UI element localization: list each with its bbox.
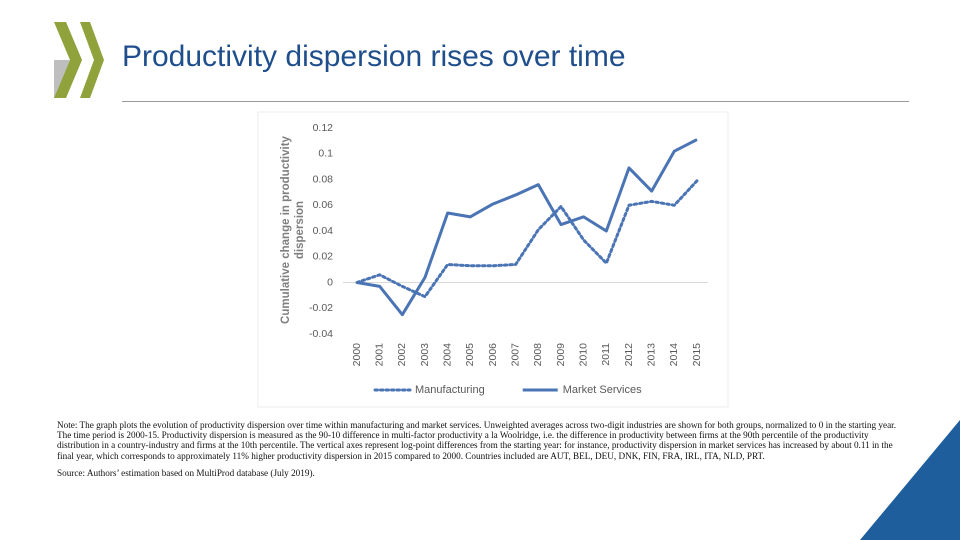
x-tick-label: 2014 xyxy=(668,343,680,367)
x-tick-label: 2010 xyxy=(577,343,589,367)
x-tick-label: 2004 xyxy=(441,343,453,367)
y-tick-label: 0.02 xyxy=(313,251,334,263)
legend-label: Market Services xyxy=(563,384,642,396)
logo-chevron xyxy=(54,22,82,98)
x-tick-label: 2009 xyxy=(555,343,567,367)
corner-triangle xyxy=(860,420,960,540)
y-tick-label: 0.04 xyxy=(313,225,334,237)
x-tick-label: 2011 xyxy=(600,343,612,366)
x-tick-label: 2005 xyxy=(464,343,476,367)
y-tick-label: 0 xyxy=(327,276,333,288)
x-tick-label: 2013 xyxy=(645,343,657,367)
source: Source: Authors’ estimation based on Mul… xyxy=(57,467,315,478)
x-tick-label: 2012 xyxy=(623,343,635,367)
slide-title: Productivity dispersion rises over time xyxy=(122,40,626,73)
line-series xyxy=(355,179,699,299)
x-tick-label: 2006 xyxy=(487,343,499,367)
x-tick-label: 2008 xyxy=(532,343,544,367)
chart-area xyxy=(257,111,729,408)
y-axis-label: dispersion xyxy=(294,201,306,259)
x-tick-label: 2000 xyxy=(351,343,363,367)
y-tick-label: 0.12 xyxy=(313,122,334,134)
x-tick-label: 2002 xyxy=(396,343,408,367)
logo-shade xyxy=(54,60,70,98)
y-tick-label: 0.08 xyxy=(313,173,334,185)
note: Note: The graph plots the evolution of p… xyxy=(57,420,897,461)
notes: Note: The graph plots the evolution of p… xyxy=(57,420,907,485)
x-tick-label: 2001 xyxy=(373,343,385,367)
y-tick-label: 0.1 xyxy=(318,148,333,160)
logo-chevron xyxy=(80,22,104,98)
x-tick-label: 2003 xyxy=(419,343,431,367)
y-axis-label: Cumulative change in productivity xyxy=(280,135,292,323)
legend-label: Manufacturing xyxy=(415,384,485,396)
y-tick-label: 0.06 xyxy=(313,199,334,211)
x-tick-label: 2015 xyxy=(691,343,703,367)
line-series xyxy=(356,138,698,317)
y-tick-label: -0.02 xyxy=(309,302,333,314)
y-tick-label: -0.04 xyxy=(309,328,333,340)
x-tick-label: 2007 xyxy=(509,343,521,367)
divider xyxy=(122,101,909,102)
